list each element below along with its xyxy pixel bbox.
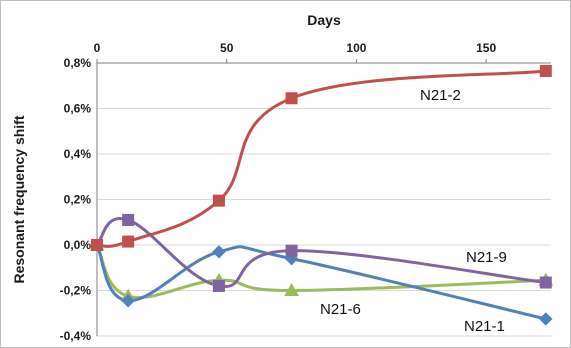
marker-n21-2 xyxy=(539,64,552,77)
marker-n21-2 xyxy=(285,92,298,105)
marker-n21-2 xyxy=(212,194,225,207)
y-tick-label: 0,6% xyxy=(64,102,92,116)
series-labels: N21-2 N21-9 N21-6 N21-1 xyxy=(320,87,507,335)
x-axis-title: Days xyxy=(307,12,341,28)
x-tick-label: 150 xyxy=(476,41,496,55)
marker-n21-1 xyxy=(212,245,226,259)
tick-labels: 0,8% 0,6% 0,4% 0,2% 0,0% -0,2% -0,4% 0 50 100 150 xyxy=(60,41,497,343)
marker-n21-9 xyxy=(212,279,225,292)
y-tick-label: -0,2% xyxy=(60,284,92,298)
series-markers xyxy=(89,64,554,326)
y-tick-label: 0,4% xyxy=(64,147,92,161)
marker-n21-9 xyxy=(122,213,135,226)
marker-n21-1 xyxy=(539,312,553,326)
y-tick-label: 0,0% xyxy=(64,238,92,252)
marker-n21-2 xyxy=(91,239,103,251)
x-tick-label: 0 xyxy=(94,41,101,55)
series-label-n21-2: N21-2 xyxy=(420,87,461,104)
x-tick-label: 50 xyxy=(220,41,234,55)
series-label-n21-6: N21-6 xyxy=(320,301,361,318)
y-axis-title: Resonant frequency shift xyxy=(11,115,27,283)
y-tick-label: -0,4% xyxy=(60,329,92,343)
series-label-n21-9: N21-9 xyxy=(466,249,507,266)
marker-n21-9 xyxy=(285,244,298,257)
series-label-n21-1: N21-1 xyxy=(464,318,505,335)
axes xyxy=(96,59,551,336)
marker-n21-1 xyxy=(121,294,135,308)
y-tick-label: 0,2% xyxy=(64,193,92,207)
marker-n21-9 xyxy=(539,276,552,289)
x-tick-label: 100 xyxy=(346,41,366,55)
y-tick-label: 0,8% xyxy=(64,56,92,70)
marker-n21-6 xyxy=(284,282,299,296)
marker-n21-2 xyxy=(122,235,135,248)
